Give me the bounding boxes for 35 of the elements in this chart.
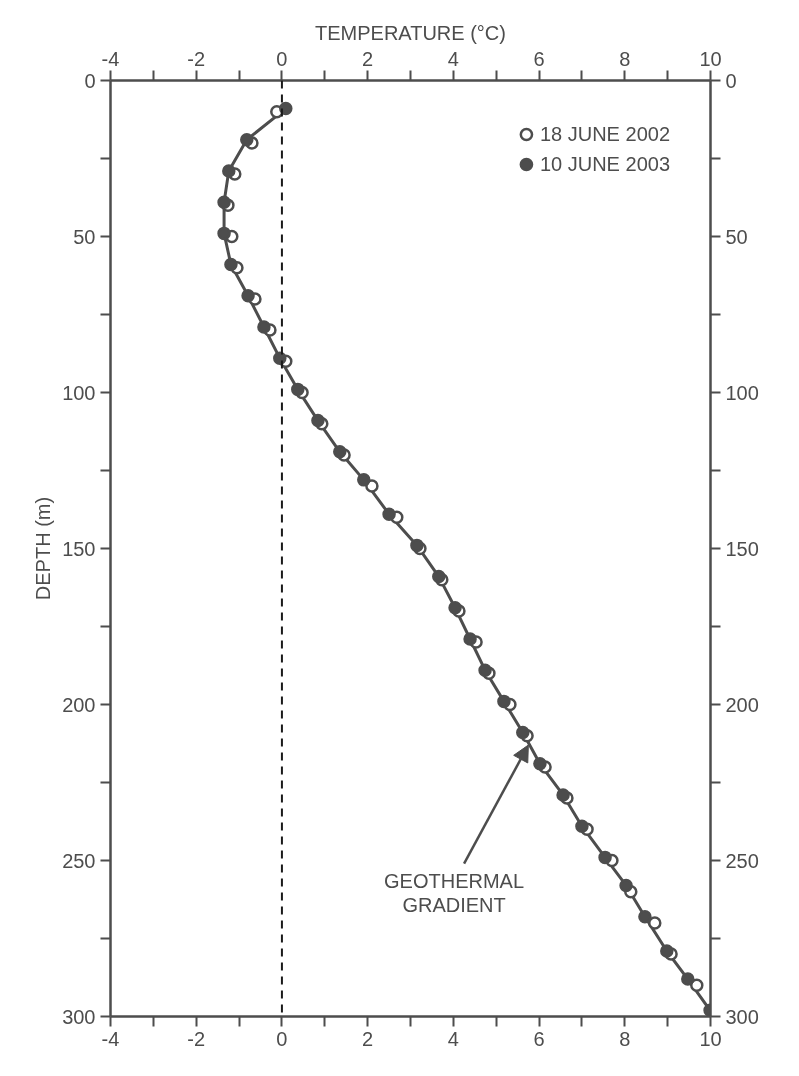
y-tick-label: 250 [62, 849, 96, 872]
x2-axis-title: TEMPERATURE (°C) [315, 21, 506, 44]
legend-label: 10 JUNE 2003 [539, 152, 670, 176]
y2-tick-label: 200 [725, 693, 759, 716]
x-tick-label: 0 [276, 47, 288, 70]
annotation: GEOTHERMAL GRADIENT [384, 869, 525, 916]
y-axis-title: DEPTH (m) [32, 496, 55, 601]
y-tick-label: 200 [62, 693, 96, 716]
x-tick-label: 4 [447, 47, 459, 70]
y2-tick-label: 300 [725, 1005, 759, 1028]
y-tick-label: 100 [62, 381, 96, 404]
x-tick-label: 6 [533, 47, 545, 70]
x-tick-label: 2 [362, 47, 374, 70]
x-tick-label: -2 [187, 47, 206, 70]
x2-tick-label: 6 [533, 1027, 545, 1050]
y-tick-label: 0 [84, 69, 96, 92]
x2-tick-label: 8 [619, 1027, 631, 1050]
x2-tick-label: -2 [187, 1027, 206, 1050]
y-tick-label: 300 [62, 1005, 96, 1028]
x-tick-label: 10 [699, 47, 722, 70]
y2-tick-label: 100 [725, 381, 759, 404]
x2-tick-label: 10 [699, 1027, 722, 1050]
y-tick-label: 150 [62, 537, 96, 560]
y2-tick-label: 150 [725, 537, 759, 560]
y-tick-label: 50 [73, 225, 96, 248]
x2-tick-label: 4 [447, 1027, 459, 1050]
x2-tick-label: -4 [101, 1027, 120, 1050]
legend-label: 18 JUNE 2002 [539, 122, 670, 146]
x-tick-label: -4 [101, 47, 120, 70]
y2-tick-label: 250 [725, 849, 759, 872]
x2-tick-label: 0 [276, 1027, 288, 1050]
x-tick-label: 8 [619, 47, 631, 70]
y2-tick-label: 0 [725, 69, 737, 92]
x2-tick-label: 2 [362, 1027, 374, 1050]
y2-tick-label: 50 [725, 225, 748, 248]
